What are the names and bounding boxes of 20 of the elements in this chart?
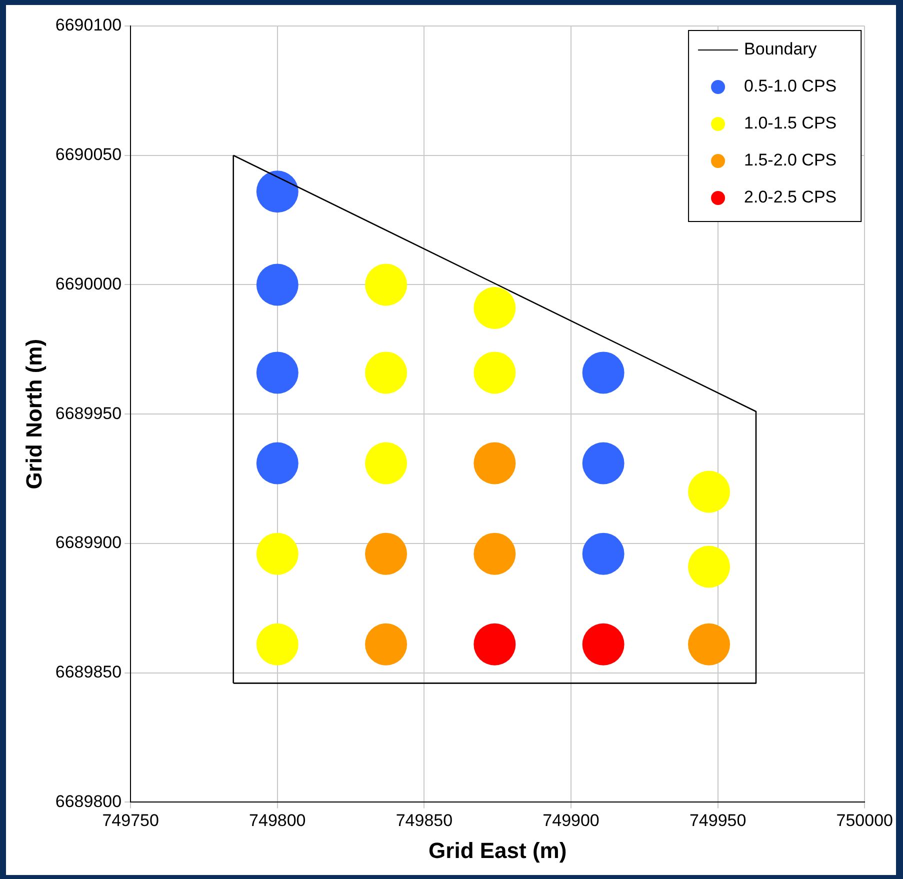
y-tick-label: 6689900: [55, 533, 122, 552]
x-tick-label: 749750: [102, 811, 159, 830]
x-tick-label: 750000: [836, 811, 894, 830]
legend-label: Boundary: [744, 40, 818, 59]
y-axis-title: Grid North (m): [21, 338, 46, 490]
x-tick-label: 749950: [689, 811, 746, 830]
legend-label: 2.0-2.5 CPS: [744, 188, 837, 207]
legend-label: 1.0-1.5 CPS: [744, 114, 837, 133]
y-tick-label: 6689850: [55, 662, 122, 682]
y-tick-label: 6690050: [55, 145, 122, 164]
y-tick-label: 6690100: [55, 16, 122, 35]
x-tick-label: 749800: [249, 811, 306, 830]
y-tick-label: 6689950: [55, 404, 122, 423]
legend-label: 0.5-1.0 CPS: [744, 76, 837, 96]
legend-label: 1.5-2.0 CPS: [744, 150, 837, 170]
y-tick-label: 6690000: [55, 274, 122, 294]
x-tick-label: 749900: [542, 811, 600, 830]
x-tick-label: 749850: [396, 811, 453, 830]
x-axis-title: Grid East (m): [428, 838, 567, 863]
y-tick-label: 6689800: [55, 792, 122, 811]
